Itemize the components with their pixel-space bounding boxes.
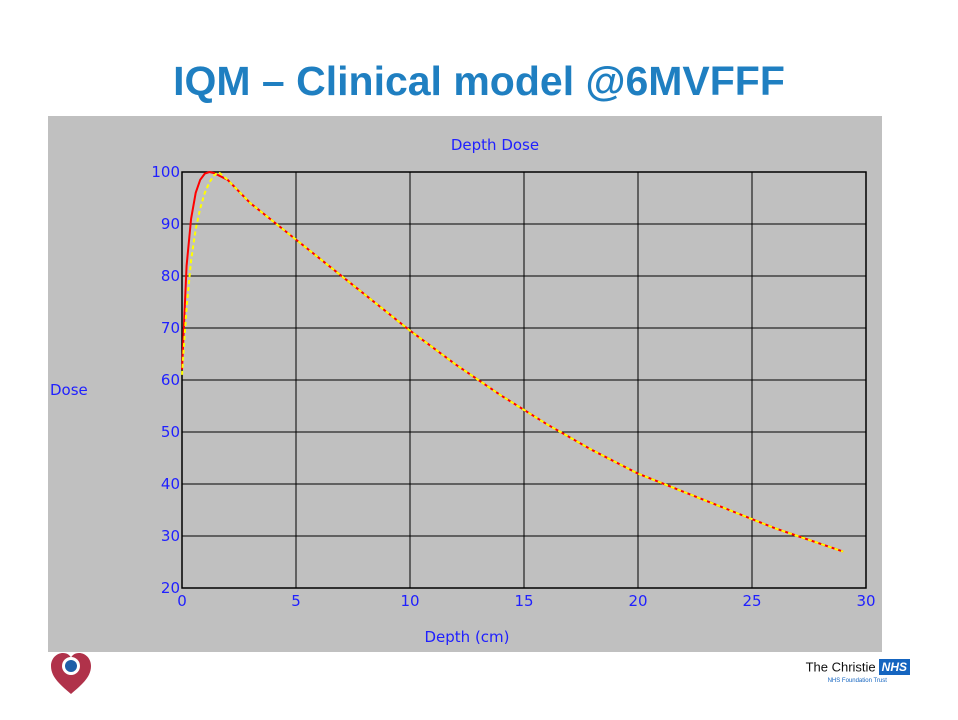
y-tick-label: 70 bbox=[161, 319, 180, 337]
x-tick-label: 15 bbox=[514, 592, 533, 610]
christie-nhs-branding: The Christie NHS NHS Foundation Trust bbox=[806, 658, 910, 684]
y-tick-label: 30 bbox=[161, 527, 180, 545]
grid-layer bbox=[181, 171, 867, 589]
y-tick-label: 60 bbox=[161, 371, 180, 389]
series-line-model bbox=[181, 170, 844, 553]
y-tick-label: 80 bbox=[161, 267, 180, 285]
heart-pin-icon bbox=[51, 653, 91, 694]
y-tick-label: 20 bbox=[161, 579, 180, 597]
x-tick-label: 20 bbox=[628, 592, 647, 610]
organization-name: The Christie bbox=[805, 659, 876, 675]
nhs-badge: NHS bbox=[878, 658, 910, 675]
x-tick-label: 5 bbox=[291, 592, 301, 610]
x-tick-label: 0 bbox=[177, 592, 187, 610]
slide-title: IQM – Clinical model @6MVFFF bbox=[173, 58, 785, 104]
series-layer bbox=[181, 170, 844, 553]
y-tick-label: 50 bbox=[161, 423, 180, 441]
y-tick-label: 90 bbox=[161, 215, 180, 233]
christie-logo-heart bbox=[50, 652, 92, 701]
x-axis-label: Depth (cm) bbox=[424, 628, 509, 646]
chart-panel: Depth Dose Depth (cm) Dose 0 5 10 15 20 25 30 2… bbox=[48, 116, 882, 652]
x-tick-label: 30 bbox=[856, 592, 875, 610]
y-tick-label: 40 bbox=[161, 475, 180, 493]
y-axis-label: Dose bbox=[50, 381, 88, 399]
tick-labels: 0 5 10 15 20 25 30 20 30 40 50 60 70 80 90 100 bbox=[151, 163, 875, 610]
organization-subtitle: NHS Foundation Trust bbox=[827, 678, 887, 684]
y-tick-label: 100 bbox=[151, 163, 180, 181]
depth-dose-chart: Depth Dose Depth (cm) Dose 0 5 10 15 20 25 30 2… bbox=[50, 136, 876, 646]
series-line-measured bbox=[181, 170, 844, 553]
chart-title: Depth Dose bbox=[451, 136, 539, 154]
x-tick-label: 10 bbox=[400, 592, 419, 610]
x-tick-label: 25 bbox=[742, 592, 761, 610]
